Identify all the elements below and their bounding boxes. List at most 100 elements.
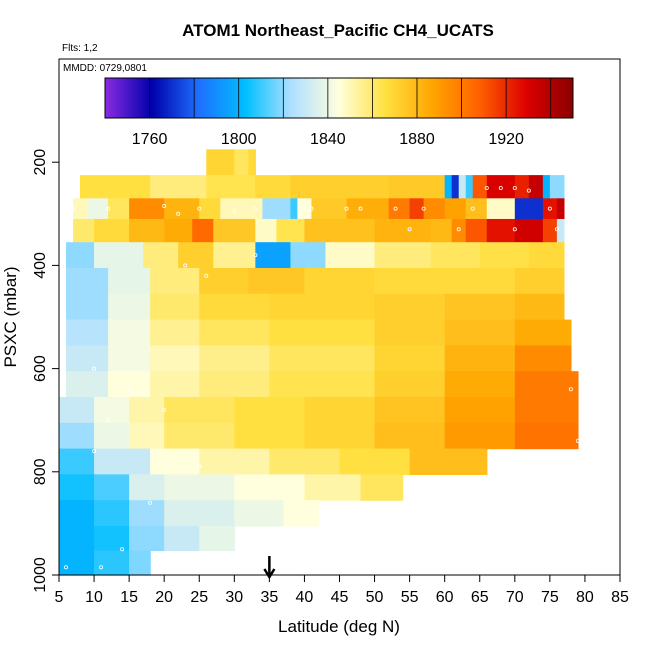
heatmap-cell	[129, 198, 165, 220]
heatmap-cell	[59, 474, 95, 501]
sample-markers	[64, 185, 580, 570]
sample-marker	[526, 188, 531, 193]
heatmap-cell	[248, 267, 306, 295]
heatmap-cell	[213, 218, 256, 243]
heatmap-cell	[66, 371, 109, 398]
heatmap-cell	[164, 474, 235, 501]
heatmap-cell	[360, 474, 404, 501]
heatmap-cell	[269, 371, 376, 398]
heatmap-cell	[129, 525, 165, 552]
sample-marker	[120, 547, 125, 552]
x-tick-label: 65	[471, 589, 489, 606]
sample-marker	[547, 206, 552, 211]
heatmap-cell	[283, 500, 320, 527]
heatmap-cell	[542, 175, 551, 199]
chart-title: ATOM1 Northeast_Pacific CH4_UCATS	[182, 21, 494, 40]
sample-marker	[197, 206, 202, 211]
x-tick-label: 20	[155, 589, 173, 606]
heatmap-cell	[192, 218, 214, 243]
heatmap-cell	[220, 198, 263, 220]
heatmap-cell	[514, 422, 579, 450]
heatmap-cell	[514, 218, 544, 243]
y-tick-label: 200	[32, 149, 49, 176]
heatmap-cell	[199, 293, 270, 321]
x-tick-label: 85	[611, 589, 629, 606]
heatmap-cell	[325, 242, 376, 269]
heatmap-cell	[542, 218, 558, 243]
sample-marker	[309, 206, 314, 211]
heatmap-cell	[94, 525, 130, 552]
heatmap-cell	[451, 175, 460, 199]
sample-marker	[162, 407, 167, 412]
heatmap-cell	[108, 267, 151, 295]
heatmap-cell	[59, 500, 95, 527]
sample-marker	[232, 209, 237, 214]
x-tick-label: 35	[260, 589, 278, 606]
heatmap-cell	[164, 422, 235, 450]
sample-marker	[253, 253, 258, 258]
heatmap-cell	[234, 500, 284, 527]
heatmap-cell	[108, 293, 151, 321]
heatmap-cell	[304, 474, 362, 501]
sample-marker	[106, 206, 111, 211]
sample-marker	[176, 211, 181, 216]
x-axis-label: Latitude (deg N)	[278, 617, 400, 636]
heatmap-cell	[444, 371, 516, 398]
heatmap-cell	[255, 218, 277, 243]
heatmap-cell	[164, 218, 193, 243]
heatmap-cell	[164, 525, 200, 552]
heatmap-cell	[339, 448, 411, 475]
heatmap-cell	[374, 319, 446, 346]
colorbar-tick-label: 1760	[132, 131, 168, 148]
sample-marker	[127, 387, 132, 392]
heatmap-cell	[444, 293, 516, 321]
x-tick-label: 10	[85, 589, 103, 606]
heatmap-cell	[108, 345, 151, 372]
sample-marker	[393, 206, 398, 211]
sample-marker	[484, 185, 489, 190]
sample-marker	[92, 366, 97, 371]
heatmap-cell	[374, 242, 432, 269]
heatmap-cell	[199, 371, 270, 398]
heatmap-cell	[514, 396, 579, 424]
y-axis: 200 400 600 800 1000	[32, 149, 59, 593]
heatmap-cell	[234, 149, 249, 176]
heatmap-cell	[430, 218, 453, 243]
sample-marker	[358, 206, 363, 211]
sample-marker	[162, 204, 167, 209]
sample-marker	[106, 418, 111, 423]
heatmap-cell	[472, 175, 488, 199]
heatmap-cell	[290, 242, 327, 269]
sample-marker	[512, 185, 517, 190]
heatmap-cell	[444, 345, 516, 372]
heatmap-cell	[94, 396, 130, 424]
heatmap-cell	[444, 267, 516, 295]
heatmap-cell	[150, 293, 200, 321]
heatmap-cell	[234, 422, 306, 450]
heatmap-cell	[129, 550, 151, 576]
date-note: MMDD: 0729,0801	[63, 63, 147, 74]
heatmap-cell	[80, 175, 151, 199]
heatmap-cell	[556, 198, 565, 220]
heatmap-cell	[59, 525, 95, 552]
heatmap-cell	[374, 218, 432, 243]
colorbar-tick-label: 1880	[399, 131, 435, 148]
sample-marker	[64, 565, 69, 570]
heatmap-cell	[269, 293, 376, 321]
heatmap-cell	[108, 319, 151, 346]
heatmap-cell	[199, 525, 235, 552]
heatmap-cell	[388, 198, 411, 220]
heatmap-cell	[150, 345, 200, 372]
heatmap-cell	[374, 422, 446, 450]
heatmap-cell	[199, 345, 270, 372]
heatmap-cell	[444, 396, 516, 424]
heatmap-cell	[66, 242, 95, 269]
heatmap-cell	[514, 293, 565, 321]
heatmap-cells	[59, 149, 579, 576]
heatmap-cell	[234, 396, 306, 424]
x-tick-label: 5	[55, 589, 64, 606]
sample-marker	[92, 449, 97, 454]
heatmap-cell	[66, 267, 109, 295]
heatmap-cell	[129, 500, 165, 527]
heatmap-cell	[346, 198, 390, 220]
